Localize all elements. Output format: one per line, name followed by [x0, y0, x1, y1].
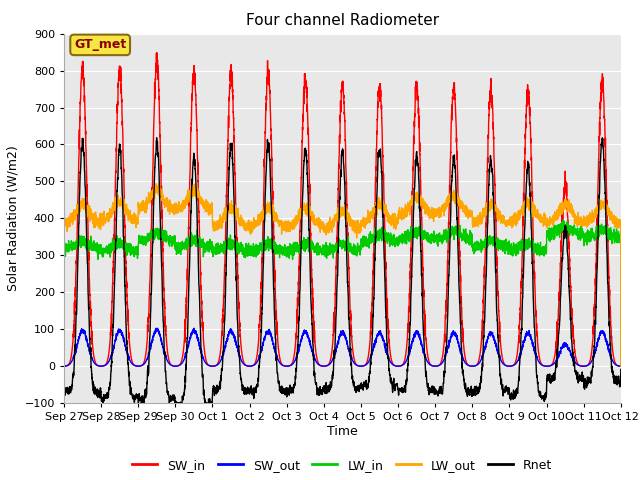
Title: Four channel Radiometer: Four channel Radiometer [246, 13, 439, 28]
Text: GT_met: GT_met [74, 38, 126, 51]
X-axis label: Time: Time [327, 425, 358, 438]
Y-axis label: Solar Radiation (W/m2): Solar Radiation (W/m2) [6, 145, 19, 291]
Legend: SW_in, SW_out, LW_in, LW_out, Rnet: SW_in, SW_out, LW_in, LW_out, Rnet [127, 454, 557, 477]
